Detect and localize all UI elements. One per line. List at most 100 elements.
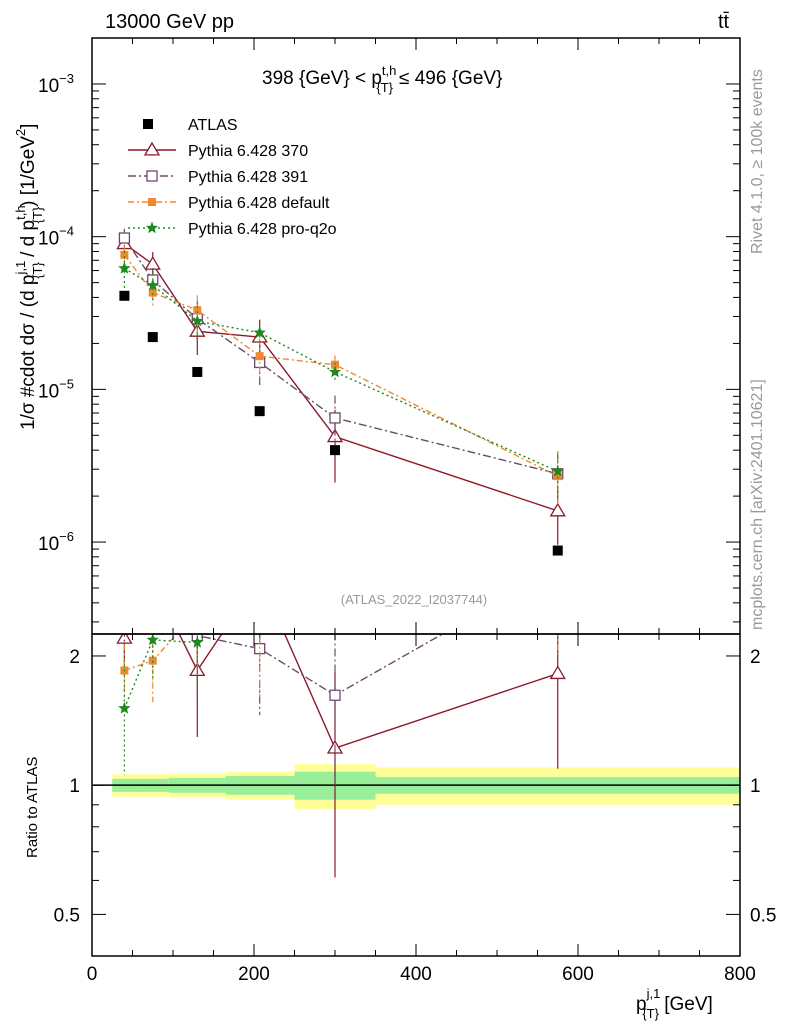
x-axis-label: pj,1 {T} [GeV] — [636, 986, 713, 1021]
legend-marker — [146, 170, 158, 182]
x-tick-label: 200 — [238, 964, 270, 985]
legend-label: Pythia 6.428 391 — [188, 169, 308, 186]
legend-marker — [145, 221, 159, 234]
series-line — [123, 237, 558, 475]
ratio-tick-label-right: 2 — [750, 647, 761, 668]
atlas-data-point — [192, 366, 203, 377]
y-tick-label: 10−6 — [38, 529, 74, 555]
series-ratio-point — [254, 558, 266, 570]
series-point — [329, 412, 341, 424]
x-tick-label: 400 — [400, 964, 432, 985]
series-ratio-line — [124, 634, 178, 672]
uncertainty-bands — [92, 764, 740, 810]
series-point — [255, 352, 264, 361]
rivet-label: Rivet 4.1.0, ≥ 100k events — [749, 69, 766, 254]
legend-marker-atlas — [143, 119, 153, 129]
series-line — [123, 243, 558, 512]
mcplots-label: mcplots.cern.ch [arXiv:2401.10621] — [749, 379, 766, 630]
ratio-tick-label-right: 0.5 — [750, 905, 776, 926]
header-energy: 13000 GeV pp — [105, 11, 234, 33]
series-point — [193, 306, 202, 315]
legend-item-3: Pythia 6.428 pro-q2o — [128, 221, 337, 238]
legend: ATLAS Pythia 6.428 370 Pythia 6.428 391 Pyt… — [128, 117, 337, 238]
x-tick-label: 600 — [562, 964, 594, 985]
series-ratio-point — [253, 570, 267, 582]
series-point — [118, 261, 131, 274]
analysis-watermark: (ATLAS_2022_I2037744) — [341, 592, 487, 607]
series-point — [148, 288, 157, 297]
series-point — [146, 278, 159, 291]
series-ratio-line — [123, 634, 206, 709]
series-ratio-line — [187, 634, 444, 697]
series-point — [118, 232, 131, 244]
series-ratio-point — [148, 656, 157, 665]
series-ratio-point — [329, 559, 341, 571]
ratio-tick-label-left: 0.5 — [54, 905, 80, 926]
series-point — [331, 360, 339, 369]
series-ratio-point — [118, 701, 131, 714]
legend-label: Pythia 6.428 default — [188, 195, 330, 212]
legend-item-2: Pythia 6.428 default — [128, 195, 330, 212]
series-ratio-point — [193, 607, 201, 615]
series-point — [551, 465, 564, 477]
legend-item-1: Pythia 6.428 391 — [128, 169, 308, 186]
legend-marker — [143, 141, 161, 156]
x-tick-label: 0 — [87, 964, 98, 985]
series-ratio-point — [331, 542, 339, 550]
ratio-tick-label-right: 1 — [750, 776, 761, 797]
series-ratio-point — [148, 620, 158, 630]
series-main-0 — [116, 234, 566, 545]
legend-item-0: Pythia 6.428 370 — [128, 141, 308, 160]
series-point — [326, 428, 344, 443]
series-point — [549, 502, 566, 517]
atlas-data-point — [254, 406, 265, 417]
ratio-tick-label-left: 2 — [69, 647, 80, 668]
atlas-data-point — [119, 290, 130, 301]
y-tick-label: 10−5 — [38, 376, 74, 402]
plot-title: 398 {GeV} < pt,h {T} ≤ 496 {GeV} — [262, 63, 502, 95]
series-ratio-line — [123, 634, 558, 749]
series-point — [120, 250, 129, 259]
y-tick-label: 10−3 — [38, 71, 74, 97]
series-point — [144, 255, 161, 270]
legend-marker — [148, 198, 156, 206]
atlas-data-point — [330, 445, 340, 456]
atlas-data-point — [147, 332, 158, 343]
series-ratio-point — [329, 689, 341, 701]
x-tick-label: 800 — [724, 964, 756, 985]
atlas-data-layer — [119, 290, 563, 556]
series-main-3 — [118, 250, 564, 501]
series-ratio-point — [119, 618, 129, 628]
series-ratio-2 — [120, 542, 562, 703]
series-ratio-0 — [116, 570, 566, 878]
series-main-1 — [118, 228, 564, 503]
series-ratio-point — [553, 563, 563, 573]
series-ratio-point — [552, 556, 564, 568]
series-point — [328, 365, 342, 378]
series-ratio-point — [191, 636, 204, 648]
y-tick-label: 10−4 — [38, 224, 74, 250]
ratio-tick-label-left: 1 — [69, 776, 80, 797]
series-ratio-point — [549, 665, 566, 680]
series-point — [191, 314, 204, 327]
legend-label: Pythia 6.428 370 — [188, 143, 308, 160]
series-point — [253, 326, 266, 338]
legend-label-atlas: ATLAS — [188, 117, 238, 134]
series-line — [124, 267, 559, 473]
series-ratio-3 — [118, 556, 564, 775]
ratio-y-axis-label: Ratio to ATLAS — [24, 757, 41, 858]
atlas-data-point — [552, 545, 563, 556]
series-line — [123, 254, 559, 477]
series-ratio-point — [116, 634, 133, 644]
header-process: tt̄ — [718, 11, 730, 33]
series-ratio-point — [554, 570, 562, 578]
series-point — [553, 472, 562, 481]
series-ratio-point — [146, 573, 160, 585]
series-ratio-1 — [119, 563, 563, 791]
series-layer — [116, 228, 566, 878]
legend-item-atlas: ATLAS — [143, 117, 238, 134]
axes-layer: 0 200 400 600 800 10−3 10−4 10−5 10−6 2 2 1 1 0.5 0.5 — [38, 37, 776, 985]
series-ratio-point — [146, 634, 159, 646]
y-axis-label: 1/σ #cdot dσ / (d pj,1 {T} / d pt,h {T}) [… — [13, 124, 45, 430]
